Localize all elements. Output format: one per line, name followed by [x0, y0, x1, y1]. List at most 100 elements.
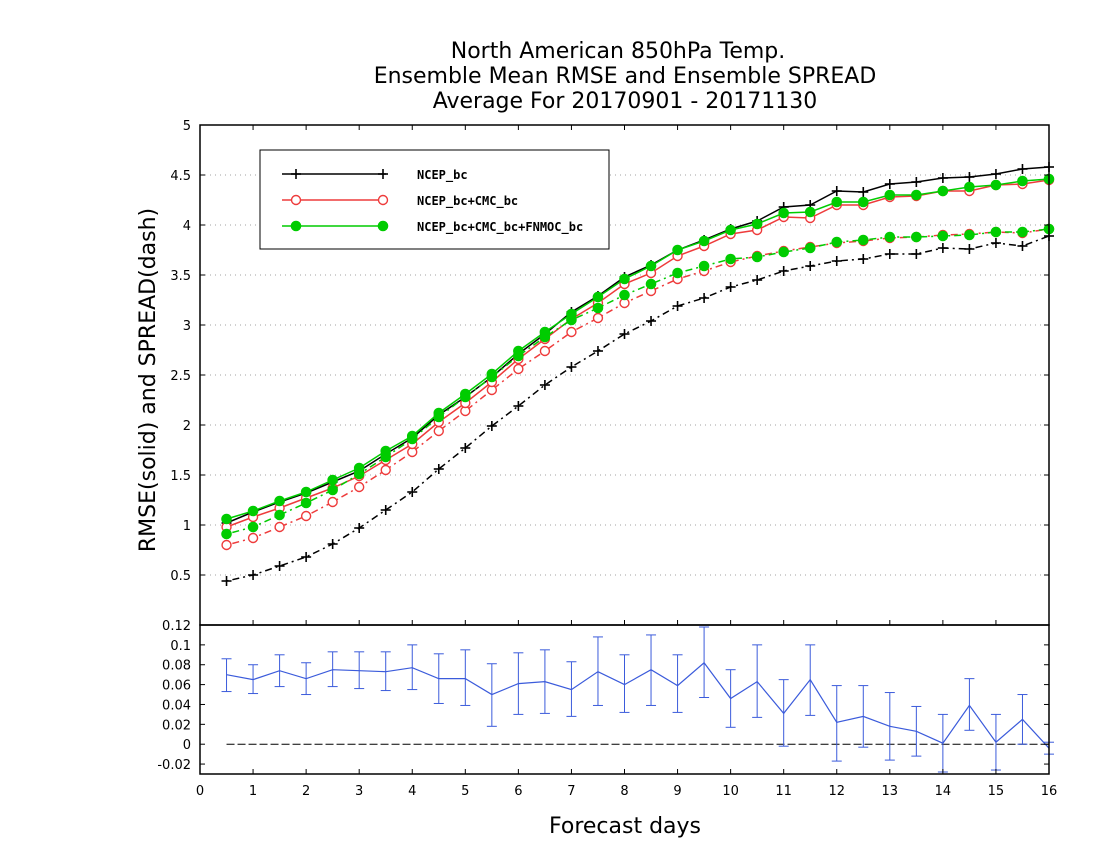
rmse-point — [221, 513, 232, 525]
spread-point — [460, 443, 471, 453]
rmse-point — [911, 177, 922, 187]
spread-point — [645, 278, 657, 290]
rmse-point — [300, 486, 312, 498]
spread-point — [274, 509, 285, 521]
rmse-point — [725, 224, 736, 236]
spread-point — [751, 251, 763, 263]
top-y-tick-label: 1.5 — [170, 469, 191, 484]
error-bar — [433, 653, 444, 704]
spread-point — [831, 236, 843, 248]
spread-point — [1017, 226, 1028, 238]
error-bar — [672, 654, 683, 713]
bottom-y-tick-label: 0 — [183, 738, 191, 753]
spread-point — [513, 363, 524, 375]
x-tick-label: 16 — [1041, 784, 1058, 799]
rmse-point — [645, 260, 657, 272]
top-y-tick-label: 5 — [183, 119, 191, 134]
error-bar — [964, 678, 975, 731]
rmse-point — [964, 172, 975, 182]
error-bar — [460, 649, 471, 706]
spread-point — [592, 346, 603, 356]
rmse-point — [911, 189, 922, 201]
bottom-y-tick-label: 0.12 — [162, 619, 191, 634]
rmse-point — [778, 207, 789, 219]
rmse-point — [592, 291, 604, 303]
spread-point — [247, 532, 259, 544]
legend-marker — [377, 194, 389, 206]
spread-point — [725, 253, 736, 265]
spread-point — [301, 552, 312, 562]
rmse-point — [539, 326, 551, 338]
rmse-point — [327, 474, 338, 486]
spread-point — [221, 539, 232, 551]
spread-point — [884, 249, 895, 259]
spread-point — [1017, 241, 1028, 251]
spread-point — [672, 267, 683, 279]
spread-point — [619, 289, 630, 301]
rmse-point — [751, 218, 763, 230]
spread-point — [937, 243, 948, 253]
error-bar — [858, 685, 869, 748]
spread-point — [327, 484, 338, 496]
rmse-point — [858, 187, 869, 197]
spread-point — [911, 249, 922, 259]
rmse-point — [884, 189, 896, 201]
bottom-panel-series — [221, 626, 1054, 773]
rmse-point — [672, 244, 683, 256]
error-bar — [513, 652, 524, 715]
x-tick-label: 10 — [722, 784, 739, 799]
rmse-point — [804, 206, 816, 218]
error-bar — [699, 626, 710, 699]
rmse-point — [353, 462, 365, 474]
legend-label: NCEP_bc+CMC_bc — [417, 194, 518, 209]
x-tick-label: 12 — [828, 784, 845, 799]
spread-point — [699, 293, 710, 303]
spread-point — [804, 242, 816, 254]
spread-point — [592, 302, 604, 314]
error-bar — [778, 679, 789, 747]
x-tick-label: 1 — [249, 784, 257, 799]
series-3 — [221, 173, 1055, 540]
error-bar — [327, 651, 338, 688]
rmse-point — [433, 407, 445, 419]
spread-point — [672, 301, 683, 311]
legend-marker — [291, 169, 301, 179]
spread-point — [248, 570, 259, 580]
rmse-point — [380, 445, 392, 457]
spread-point — [353, 481, 365, 493]
rmse-point — [831, 196, 843, 208]
bottom-y-tick-label: 0.02 — [162, 718, 191, 733]
rmse-point — [990, 179, 1002, 191]
rmse-point — [566, 308, 577, 320]
error-bar — [990, 713, 1001, 771]
spread-point — [778, 246, 789, 258]
rmse-point — [884, 179, 895, 189]
error-bar — [407, 644, 418, 691]
rmse-point — [619, 273, 630, 285]
spread-point — [274, 521, 285, 533]
x-tick-label: 13 — [882, 784, 899, 799]
y-axis-label: RMSE(solid) and SPREAD(dash) — [136, 208, 161, 552]
rmse-point — [406, 430, 418, 442]
legend-marker — [290, 194, 302, 206]
spread-point — [274, 561, 285, 571]
error-bar — [752, 644, 763, 718]
top-y-tick-label: 2 — [183, 419, 191, 434]
x-axis-label: Forecast days — [549, 814, 701, 839]
spread-point — [857, 234, 869, 246]
top-panel-series — [221, 162, 1055, 586]
spread-point — [486, 421, 497, 431]
spread-point — [619, 329, 630, 339]
rmse-point — [274, 495, 285, 507]
error-bar — [274, 654, 285, 688]
spread-point — [539, 345, 551, 357]
top-y-tick-label: 4 — [183, 219, 191, 234]
rmse-point — [964, 181, 975, 193]
rmse-point — [486, 368, 498, 380]
spread-point — [964, 229, 975, 241]
bottom-y-tick-label: 0.1 — [170, 639, 191, 654]
x-axis-ticks: 0 1 2 3 4 5 6 7 8 9 10 11 12 13 14 15 16 — [196, 125, 1057, 799]
error-bar — [937, 713, 948, 773]
spread-point — [884, 231, 896, 243]
spread-point — [566, 326, 577, 338]
